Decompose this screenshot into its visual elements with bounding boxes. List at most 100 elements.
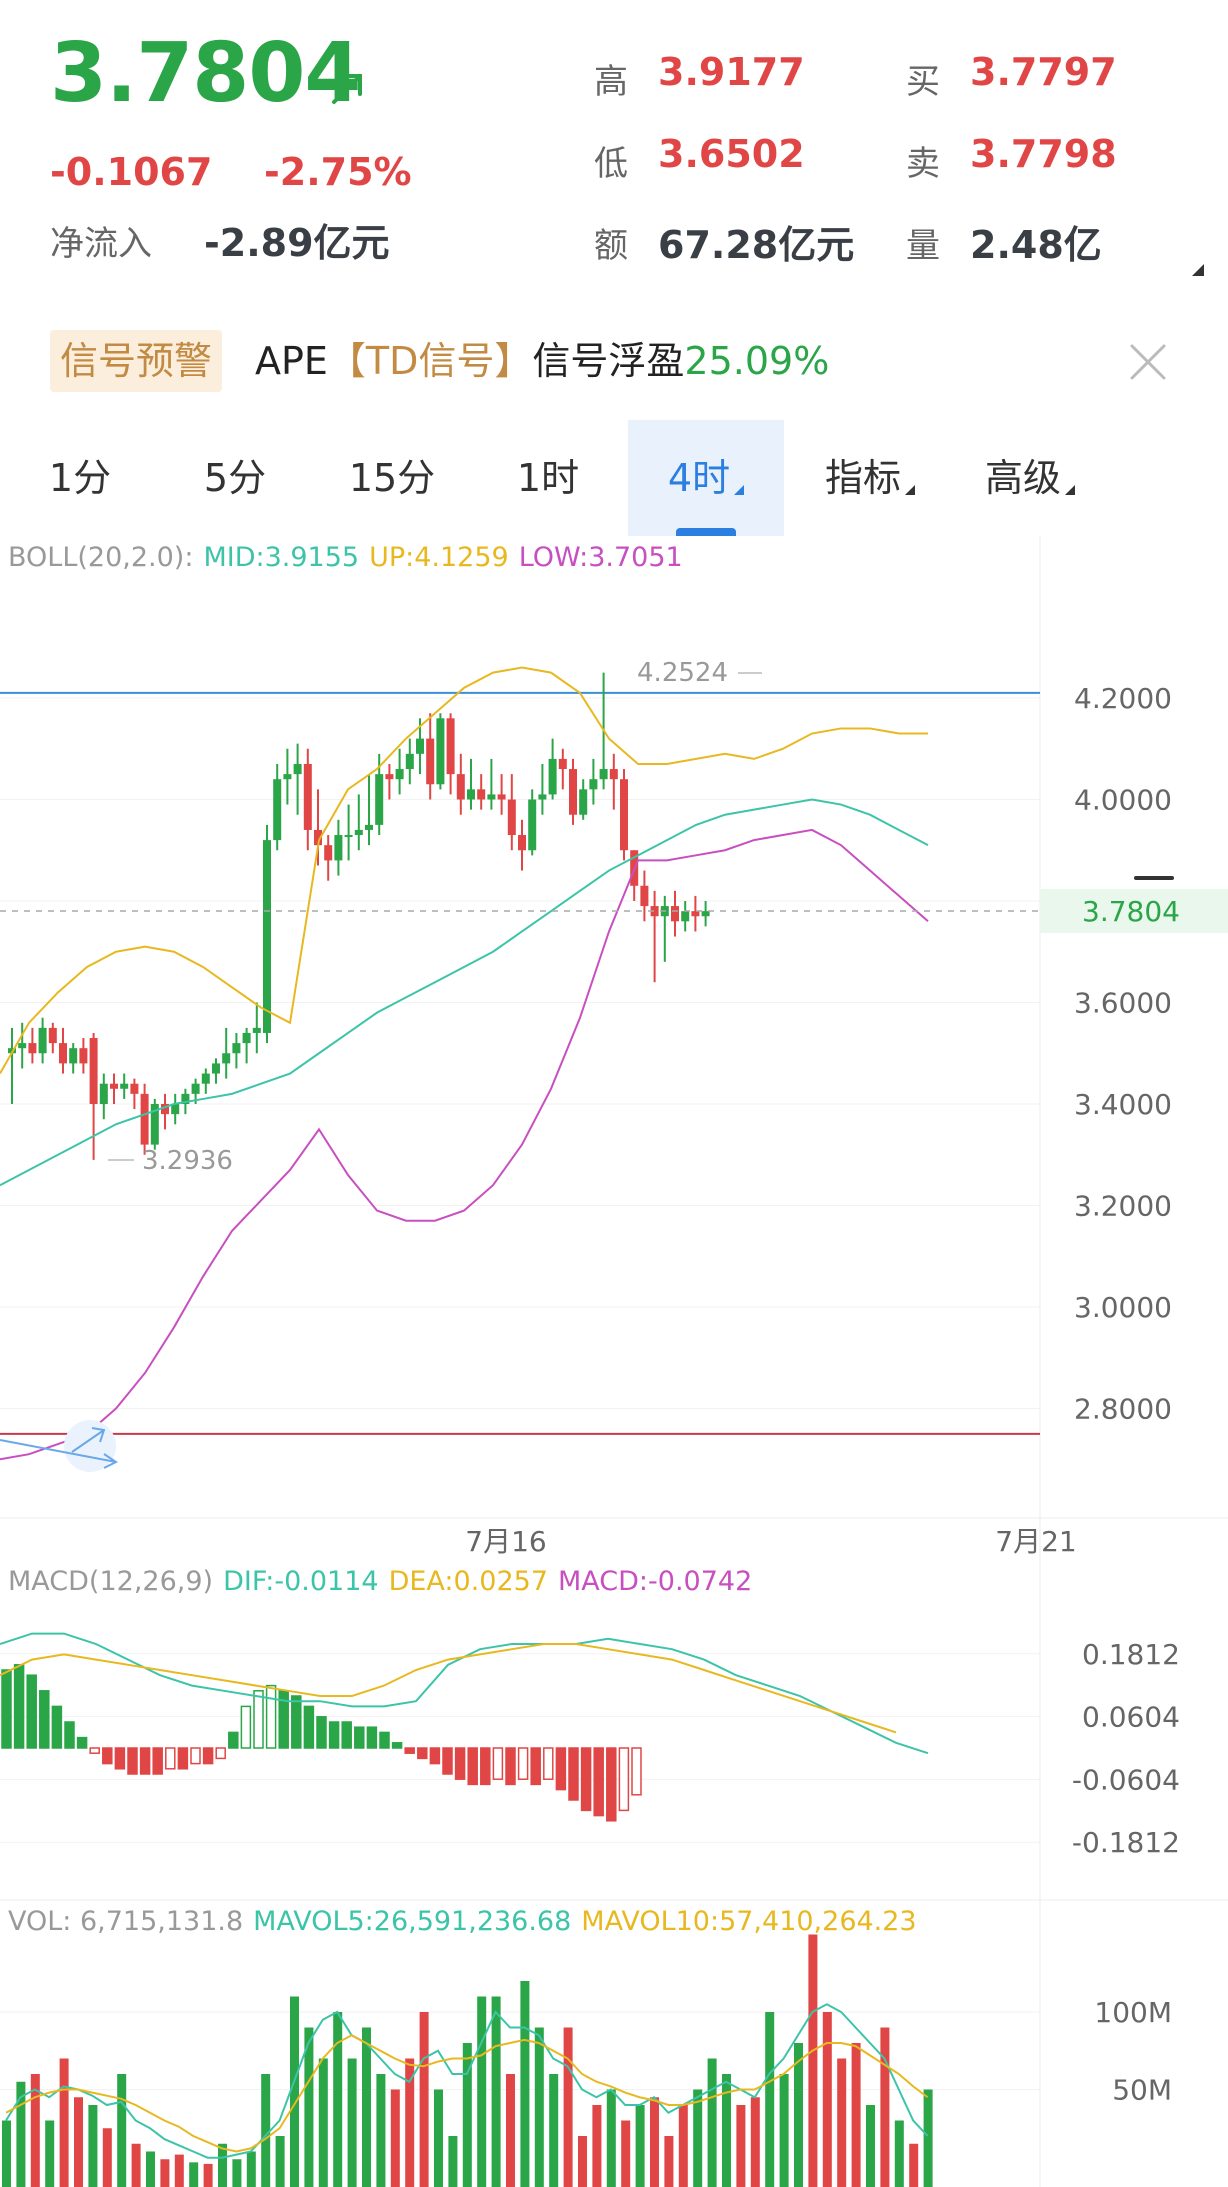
tab-5min[interactable]: 5分 bbox=[165, 420, 305, 536]
volume-bar bbox=[851, 2043, 861, 2187]
volume-bar bbox=[563, 2027, 573, 2187]
volume-bar bbox=[520, 1981, 530, 2187]
current-price-box bbox=[1040, 888, 1228, 933]
candle-body bbox=[375, 774, 384, 825]
macd-bar bbox=[316, 1716, 327, 1749]
candle-body bbox=[191, 1083, 200, 1094]
volume-bar bbox=[318, 2058, 328, 2187]
volume-bar bbox=[822, 2012, 832, 2187]
price-change-percent: -2.75% bbox=[264, 150, 412, 194]
macd-tick-label: 0.1812 bbox=[1082, 1638, 1180, 1671]
candle-body bbox=[344, 835, 353, 838]
y-tick-label: 3.0000 bbox=[1074, 1291, 1172, 1324]
volume-bar bbox=[146, 2151, 155, 2187]
arrow-up-right-icon bbox=[332, 74, 362, 104]
candle-body bbox=[273, 779, 282, 841]
candle-body bbox=[405, 753, 414, 770]
tab-15min[interactable]: 15分 bbox=[322, 420, 462, 536]
macd-bar bbox=[492, 1747, 504, 1780]
macd-bar bbox=[568, 1747, 579, 1801]
high-label: 高 bbox=[594, 62, 628, 102]
macd-bar bbox=[215, 1747, 226, 1760]
volume-bar bbox=[16, 2081, 26, 2187]
volume-bar bbox=[232, 2159, 242, 2187]
macd-bar bbox=[76, 1736, 88, 1749]
volume-bar bbox=[894, 2120, 904, 2187]
macd-bar bbox=[379, 1731, 390, 1749]
tab-label: 5分 bbox=[203, 456, 267, 500]
close-icon[interactable] bbox=[1126, 340, 1170, 384]
macd-bar bbox=[102, 1747, 113, 1765]
tab-1hour[interactable]: 1时 bbox=[478, 420, 618, 536]
macd-title: MACD(12,26,9) bbox=[8, 1566, 214, 1597]
candle-body bbox=[507, 799, 516, 836]
macd-bar bbox=[165, 1747, 176, 1770]
volume-bar bbox=[304, 2027, 314, 2187]
kline-chart[interactable]: 4.2000 4.0000 3.6000 3.4000 3.2000 3.0000 2.80… bbox=[0, 536, 1228, 2187]
macd-bar bbox=[366, 1726, 378, 1749]
x-tick-label: 7月16 bbox=[465, 1525, 546, 1558]
ask-value: 3.7798 bbox=[970, 132, 1117, 176]
volume-bar bbox=[592, 2105, 602, 2187]
dropdown-triangle-icon bbox=[734, 485, 745, 495]
tab-4hour[interactable]: 4时 bbox=[628, 420, 784, 536]
volume-bar bbox=[650, 2097, 659, 2187]
macd-bar bbox=[177, 1747, 189, 1770]
candle-body bbox=[691, 911, 700, 917]
candle-body bbox=[416, 738, 424, 754]
price-change: -0.1067 bbox=[50, 150, 213, 194]
volume-bar bbox=[909, 2143, 919, 2187]
volume-bar bbox=[131, 2143, 141, 2187]
macd-tick-label: 0.0604 bbox=[1082, 1701, 1180, 1734]
volume-bar bbox=[750, 2097, 760, 2187]
quote-header: 3.7804 -0.1067 -2.75% 净流入 -2.89亿元 高 3.91… bbox=[0, 0, 1228, 295]
active-tab-indicator bbox=[676, 528, 736, 536]
candle-body bbox=[518, 835, 526, 851]
candle-body bbox=[609, 769, 618, 780]
candle-body bbox=[99, 1083, 108, 1104]
macd-bar bbox=[480, 1747, 491, 1786]
candle-body bbox=[620, 779, 628, 851]
volume-bar bbox=[261, 2074, 271, 2187]
candle-body bbox=[283, 774, 292, 780]
candle-body bbox=[467, 789, 475, 800]
boll-title: BOLL(20,2.0): bbox=[8, 542, 194, 573]
candle-body bbox=[477, 789, 486, 800]
tab-indicators[interactable]: 指标 bbox=[800, 420, 940, 536]
candle-body bbox=[650, 906, 659, 917]
signal-symbol: APE bbox=[255, 339, 328, 383]
expand-corner-icon[interactable] bbox=[1192, 264, 1204, 276]
volume-bar bbox=[736, 2105, 746, 2187]
candle-body bbox=[538, 794, 547, 800]
candle-body bbox=[528, 799, 537, 851]
volume-bar bbox=[160, 2159, 170, 2187]
vol-mavol10: MAVOL10:57,410,264.23 bbox=[581, 1906, 917, 1937]
volume-bar bbox=[246, 2151, 256, 2187]
y-tick-label: 3.4000 bbox=[1074, 1088, 1172, 1121]
volume-bar bbox=[491, 1996, 501, 2187]
macd-bar bbox=[429, 1747, 441, 1765]
volume-bar bbox=[117, 2074, 127, 2187]
candle-body bbox=[110, 1083, 118, 1089]
candle-body bbox=[701, 911, 710, 917]
volume-bar bbox=[722, 2074, 731, 2187]
candle-body bbox=[365, 824, 373, 830]
candle-body bbox=[487, 794, 496, 800]
volume-bar bbox=[477, 1996, 487, 2187]
candle-body bbox=[28, 1043, 37, 1054]
volume-bar bbox=[347, 2058, 357, 2187]
tab-advanced[interactable]: 高级 bbox=[960, 420, 1100, 536]
macd-bar bbox=[291, 1695, 302, 1749]
volume-bar bbox=[74, 2097, 83, 2187]
candle-body bbox=[640, 885, 649, 907]
boll-low-line bbox=[0, 828, 929, 1461]
chart-canvas[interactable]: 4.2000 4.0000 3.6000 3.4000 3.2000 3.0000 2.80… bbox=[0, 536, 1228, 2187]
volume-bar bbox=[549, 2074, 559, 2187]
signal-alert-bar[interactable]: 信号预警 APE【TD信号】信号浮盈25.09% bbox=[0, 318, 1228, 406]
macd-bar bbox=[341, 1721, 352, 1749]
tab-1min[interactable]: 1分 bbox=[10, 420, 150, 536]
low-label: 低 bbox=[594, 144, 628, 184]
candle-body bbox=[171, 1104, 180, 1115]
candle-body bbox=[293, 763, 302, 775]
tab-label: 1分 bbox=[48, 456, 112, 500]
